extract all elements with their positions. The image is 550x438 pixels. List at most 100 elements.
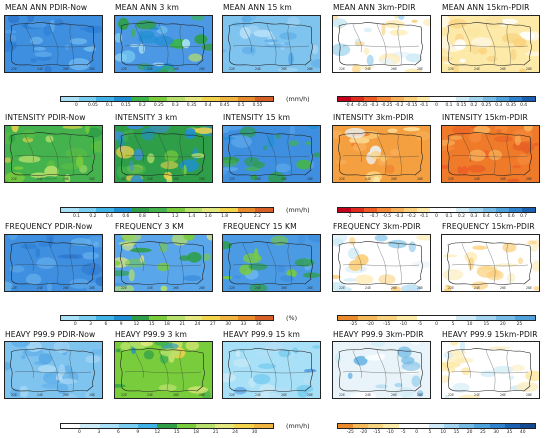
colorbar-swatch [96,316,115,320]
colorbar-tick-label: -2 [347,214,352,219]
colorbar-tick-label: 0.5 [495,214,503,219]
colorbar-swatch [255,97,274,101]
colorbar-tick-label: 5 [428,430,432,435]
colorbar-tick-label: 1.8 [221,214,229,219]
longitude-label: 24E [474,177,481,181]
colorbar-swatch [459,424,475,428]
colorbar-values [60,207,274,213]
longitude-label: 26E [281,177,288,181]
colorbar-tick-label: 0.3 [495,103,503,108]
colorbar-swatch [338,97,352,101]
colorbar-swatch [390,97,404,101]
longitude-label: 28E [526,286,533,290]
colorbar-tick-label: 0.25 [481,103,492,108]
longitude-label: 28E [89,177,96,181]
colorbar-tick-label: 0.2 [89,214,97,219]
longitude-label: 26E [281,67,288,71]
longitude-label: 22E [11,393,18,397]
map-field [223,342,320,398]
colorbar-swatch [202,97,221,101]
colorbar-swatch [456,316,476,320]
colorbar-tick-label: -25 [346,430,354,435]
longitude-label: 22E [11,286,18,290]
colorbar-tick-label: 9 [119,322,123,327]
colorbar-tick-label: 6 [116,430,120,435]
map-panel: 22E 24E 26E 28E [332,234,431,292]
map-field [5,235,102,291]
map-field [5,16,102,72]
map-panel: 22E 24E 26E 28E [4,234,103,292]
country-border [447,22,532,66]
country-border [10,241,95,285]
panel-title: HEAVY P99.9 15km-PDIR [442,330,538,339]
longitude-label: 24E [255,177,262,181]
colorbar-swatch [495,97,509,101]
colorbar-swatch [237,316,256,320]
colorbar-tick-label: 2 [239,214,243,219]
longitude-label: 22E [121,177,128,181]
colorbar-swatch [149,208,168,212]
map-panel: 22E 24E 26E 28E [332,341,431,399]
colorbar-tick-label: 20 [500,322,506,327]
colorbar-swatch [80,424,100,428]
panel-title: HEAVY P99.9 3km-PDIR [333,330,424,339]
panel-title: INTENSITY 3km-PDIR [333,113,414,122]
colorbar-swatch [78,208,97,212]
colorbar-swatch [482,208,496,212]
colorbar-swatch [495,208,509,212]
map-field [442,126,539,182]
colorbar-swatch [416,208,430,212]
longitude-label: 26E [173,286,180,290]
colorbar-swatch [456,97,470,101]
colorbar-swatch [234,424,254,428]
colorbar-swatch [195,424,216,428]
colorbar-tick-label: 15 [173,430,180,435]
country-border [338,348,423,392]
longitude-label: 28E [199,67,206,71]
colorbar-tick-label: 0 [75,103,78,108]
colorbar-tick-label: 33 [240,322,247,327]
colorbar-swatch [61,208,79,212]
colorbar-tick-label: 0.2 [457,214,465,219]
map-field [5,342,102,398]
colorbar-swatch [429,97,444,101]
map-panel: 22E 24E 26E 28E [441,341,540,399]
colorbar-values [60,96,274,102]
map-field [223,126,320,182]
longitude-label: 24E [37,67,44,71]
colorbar-tick-label: 0 [415,430,418,435]
colorbar-tick-label: 0.8 [138,214,146,219]
colorbar-tick-label: -0.2 [407,214,416,219]
longitude-label: 22E [121,393,128,397]
colorbar-tick-label: 10 [440,430,446,435]
colorbar-tick-label: 30 [251,430,258,435]
longitude-label: 28E [199,286,206,290]
longitude-label: 26E [500,67,507,71]
colorbar-tick-label: 30 [225,322,231,327]
panel-title: FREQUENCY 15 KM [223,222,297,231]
colorbar-tick-label: 0.35 [186,103,197,108]
colorbar-swatch [114,208,132,212]
colorbar-swatch [353,424,369,428]
colorbar-tick-label: 25 [480,430,486,435]
colorbar-tick-label: -0.2 [394,103,404,108]
colorbar-swatch [377,97,391,101]
longitude-label: 24E [255,67,262,71]
longitude-label: 28E [89,67,96,71]
longitude-label: 22E [229,393,236,397]
colorbar-tick-label: 0.25 [153,103,164,108]
longitude-label: 22E [448,67,455,71]
colorbar-tick-label: 0.1 [105,103,113,108]
longitude-label: 26E [391,286,398,290]
longitude-label: 28E [526,177,533,181]
colorbar-unit: (%) [286,314,298,322]
colorbar-swatch [338,208,352,212]
country-border [120,241,205,285]
map-panel: 22E 24E 26E 28E [114,234,213,292]
colorbar-tick-label: 0.55 [252,103,263,108]
longitude-label: 22E [229,286,236,290]
colorbar-tick-label: -0.1 [419,214,429,219]
colorbar-tick-label: -15 [383,322,391,327]
colorbar-swatch [237,97,256,101]
longitude-label: 26E [500,286,507,290]
